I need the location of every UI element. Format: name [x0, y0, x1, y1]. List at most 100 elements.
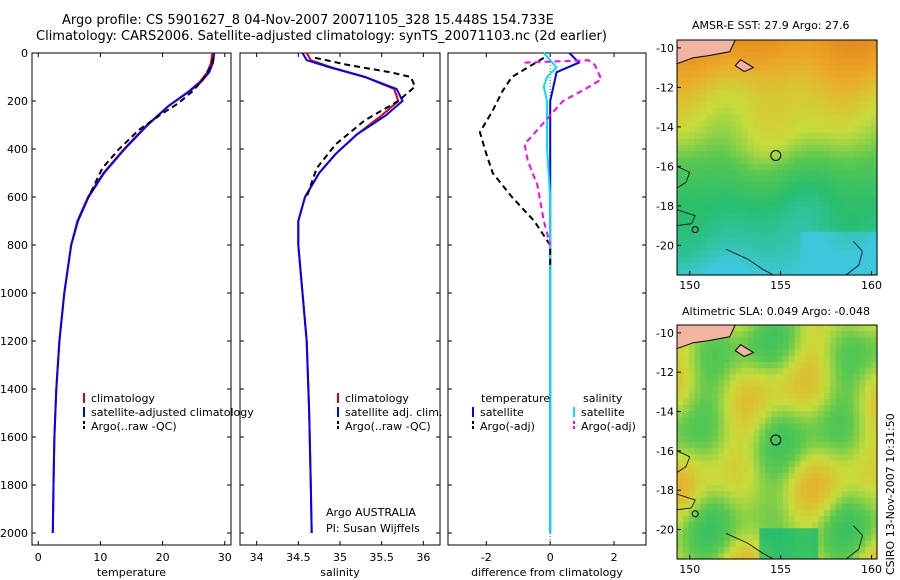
sst_map-cell: [871, 213, 878, 220]
sst_map-cell: [841, 182, 849, 190]
sst_map-cell: [871, 244, 878, 251]
sla_map-cell: [724, 405, 731, 412]
sst_map-cell: [735, 40, 743, 47]
sla_map-cell: [841, 368, 849, 375]
sst_map-cell: [735, 101, 743, 109]
sst_map-cell: [835, 64, 843, 72]
sst_map-cell: [824, 176, 831, 183]
sst_map-cell: [794, 250, 802, 258]
sst_map-cell: [853, 101, 860, 109]
sst_map-cell: [824, 169, 831, 177]
sst_map-cell: [806, 169, 813, 177]
sla_map-cell: [759, 472, 766, 480]
sst_map-cell: [818, 225, 825, 233]
sst_map-cell: [753, 138, 760, 146]
sst_map-cell: [729, 70, 737, 78]
sla_map-cell: [788, 435, 796, 443]
sst-map-title: AMSR-E SST: 27.9 Argo: 27.6: [692, 19, 850, 32]
sst_map-cell: [682, 194, 690, 202]
sla_map-cell: [741, 411, 749, 418]
sst_map-cell: [700, 157, 708, 165]
sst_map-cell: [829, 95, 837, 103]
sst_map-cell: [724, 126, 731, 134]
temperature-series-argo-raw-qc-: [87, 57, 215, 198]
sst_map-cell: [759, 46, 766, 53]
sst_map-cell: [788, 58, 796, 66]
sst_map-cell: [859, 120, 866, 128]
sst_map-cell: [818, 46, 825, 53]
sst_map-contour: [676, 166, 691, 189]
sla_map-cell: [718, 528, 725, 535]
sst_map-cell: [859, 114, 866, 121]
sla_map-cell: [829, 325, 837, 332]
sst_map-cell: [735, 250, 743, 258]
sla_map-cell: [871, 454, 878, 462]
sst_map-cell: [688, 213, 696, 220]
sst_map-cell: [753, 225, 760, 233]
sla_map-cell: [859, 411, 866, 418]
sla_map-cell: [871, 392, 878, 400]
sst_map-cell: [794, 268, 802, 276]
sla_map-cell: [724, 503, 731, 511]
sla_map-cell: [806, 435, 813, 443]
sla_map-cell: [782, 485, 790, 492]
sla_map-cell: [771, 435, 778, 443]
sla_map-cell: [706, 423, 713, 431]
sla_map-cell: [865, 546, 872, 554]
salinity-axes-box: [239, 52, 441, 546]
sst_map-cell: [782, 206, 790, 214]
sla_map-cell: [682, 417, 690, 425]
sla_map-cell: [682, 398, 690, 406]
sla_map-cell: [694, 540, 702, 548]
sla_map-cell: [824, 374, 831, 382]
sla_map-cell: [847, 534, 855, 542]
sla_map-cell: [735, 435, 743, 443]
sst_map-cell: [800, 268, 808, 276]
sst_map-cell: [712, 163, 719, 171]
sst_map-cell: [706, 244, 713, 251]
sla_map-cell: [782, 398, 790, 406]
sla_map-cell: [871, 355, 878, 363]
sst_map-cell: [777, 64, 784, 72]
sst_map-cell: [841, 83, 849, 91]
sst_map-cell: [741, 219, 749, 227]
sst_map-cell: [735, 176, 743, 183]
sla_map-cell: [753, 435, 760, 443]
sla_map-cell: [677, 429, 684, 437]
sst_map-cell: [841, 46, 849, 53]
sst_map-cell: [824, 157, 831, 165]
sst_map-cell: [835, 213, 843, 220]
sst_map-cell: [718, 157, 725, 165]
sla_map-cell: [706, 417, 713, 425]
sla_map-cell: [718, 355, 725, 363]
sst_map-cell: [741, 231, 749, 239]
sst_map-cell: [771, 225, 778, 233]
sst_map-cell: [706, 157, 713, 165]
sla_map-cell: [777, 503, 784, 511]
sst_map-cell: [800, 250, 808, 258]
sst_map-cell: [853, 157, 860, 165]
sla_map-cell: [853, 349, 860, 357]
sla_map-cell: [677, 398, 684, 406]
sla_map-cell: [829, 380, 837, 388]
sst_map-cell: [694, 70, 702, 78]
sla_map-cell: [841, 460, 849, 468]
sst_map-cell: [706, 108, 713, 115]
sla_map-cell: [677, 497, 684, 505]
sst_map-cell: [688, 237, 696, 245]
sla_map-cell: [806, 540, 813, 548]
sla_map-cell: [847, 405, 855, 412]
sst_map-cell: [682, 58, 690, 66]
sla_map-cell: [682, 528, 690, 535]
sst_map-cell: [712, 83, 719, 91]
sla_map-cell: [694, 435, 702, 443]
sst_map-cell: [865, 145, 872, 152]
sla_map-cell: [724, 509, 731, 517]
sla_map-cell: [677, 380, 684, 388]
temperature-ytick-label: 200: [7, 95, 28, 108]
sst_map-cell: [771, 176, 778, 183]
sla_map-cell: [835, 374, 843, 382]
sla_map-cell: [682, 503, 690, 511]
sst_map-cell: [824, 188, 831, 196]
sla_map-cell: [829, 355, 837, 363]
